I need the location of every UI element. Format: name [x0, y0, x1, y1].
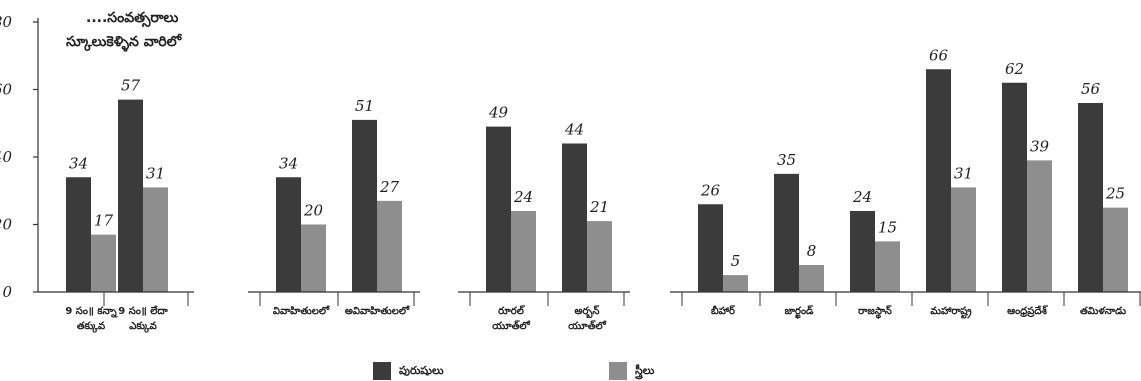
value-label-men: 34 — [279, 154, 298, 172]
category-label: మహారాష్ట్ర — [930, 306, 972, 319]
bar-men — [118, 99, 143, 292]
legend-swatch-men — [373, 362, 391, 380]
bar-men — [850, 211, 875, 292]
bar-men — [926, 69, 951, 292]
y-tick-label: 20 — [0, 216, 12, 234]
value-label-women: 21 — [589, 198, 609, 216]
category-label: బీహార్ — [711, 304, 736, 317]
bar-women — [1103, 207, 1128, 292]
legend-swatch-women — [609, 362, 627, 380]
bar-women — [723, 275, 748, 292]
value-label-men: 34 — [69, 154, 88, 172]
value-label-men: 24 — [852, 188, 872, 206]
category-label: 9 సం॥ కన్నా — [65, 306, 118, 318]
bar-women — [143, 187, 168, 292]
category-label: అర్బన్ — [575, 305, 600, 319]
bar-men — [66, 177, 91, 292]
bar-women — [951, 187, 976, 292]
category-label: వివాహితులలో — [273, 304, 331, 317]
category-label: ఆంధ్రప్రదేశ్ — [1007, 305, 1048, 318]
value-label-men: 56 — [1081, 80, 1101, 98]
value-label-men: 66 — [929, 46, 949, 64]
category-label: ఎక్కువ — [129, 321, 157, 333]
value-label-women: 17 — [94, 212, 114, 230]
value-label-women: 20 — [303, 202, 324, 220]
bar-men — [1078, 103, 1103, 292]
value-label-women: 31 — [954, 164, 973, 182]
bar-women — [377, 200, 402, 292]
category-label: యూత్‌లో — [568, 319, 607, 332]
value-label-men: 62 — [1005, 60, 1024, 78]
bar-women — [587, 221, 612, 292]
value-label-men: 35 — [777, 151, 796, 169]
value-label-men: 57 — [121, 77, 141, 95]
chart-annotation: స్కూలుకెళ్ళిన వారిలో — [66, 34, 183, 52]
value-label-women: 5 — [731, 252, 741, 270]
bar-women — [1027, 160, 1052, 292]
category-label: జార్ఖండ్ — [785, 305, 814, 319]
category-label: అవివాహితులలో — [345, 304, 411, 317]
bar-men — [562, 143, 587, 292]
bar-men — [276, 177, 301, 292]
legend-label: పురుషులు — [399, 364, 444, 377]
chart-annotation: ....సంవత్సరాలు — [86, 10, 178, 28]
value-label-men: 51 — [355, 97, 374, 115]
y-tick-label: 80 — [0, 13, 12, 31]
value-label-women: 31 — [146, 164, 165, 182]
bar-women — [875, 241, 900, 292]
bar-men — [698, 204, 723, 292]
value-label-women: 27 — [379, 178, 400, 196]
category-label: తమిళనాడు — [1080, 306, 1127, 317]
category-label: రూరల్ — [498, 305, 526, 317]
value-label-women: 39 — [1030, 137, 1050, 155]
category-label: తక్కువ — [77, 321, 105, 333]
value-label-women: 24 — [513, 188, 533, 206]
value-label-men: 26 — [700, 181, 721, 199]
bar-women — [91, 234, 116, 292]
bar-women — [301, 224, 326, 292]
category-label: యూత్‌లో — [492, 319, 531, 332]
bar-men — [774, 173, 799, 292]
value-label-women: 8 — [807, 242, 817, 260]
legend-label: స్త్రీలు — [634, 364, 655, 380]
bar-women — [799, 265, 824, 292]
bar-men — [352, 119, 377, 292]
bar-men — [486, 126, 511, 292]
bar-women — [511, 211, 536, 292]
y-tick-label: 40 — [0, 148, 12, 166]
value-label-women: 15 — [878, 218, 897, 236]
bar-men — [1002, 82, 1027, 292]
category-label: 9 సం॥ లేదా — [118, 305, 168, 317]
category-label: రాజస్థాన్ — [858, 305, 892, 319]
value-label-women: 25 — [1105, 185, 1125, 203]
y-tick-label: 60 — [0, 81, 12, 99]
value-label-men: 44 — [564, 121, 584, 139]
value-label-men: 49 — [488, 104, 509, 122]
y-tick-label: 0 — [2, 283, 12, 301]
